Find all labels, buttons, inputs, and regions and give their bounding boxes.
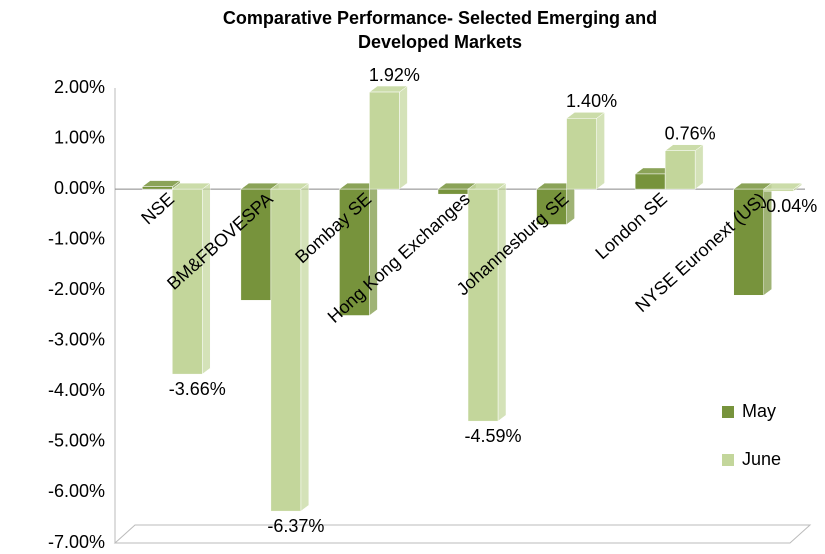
bar [142,186,173,190]
bar [467,188,499,422]
data-label: 1.92% [369,65,420,85]
x-tick-label: London SE [591,189,671,263]
y-tick-label: -2.00% [48,279,105,299]
y-tick-label: -5.00% [48,431,105,451]
bar [763,188,794,192]
y-tick-label: 0.00% [54,178,105,198]
y-tick-label: -7.00% [48,532,105,552]
data-label: -3.66% [169,379,226,399]
data-label: 0.76% [665,123,716,143]
chart-title: Comparative Performance- Selected Emergi… [222,8,658,52]
bar [664,150,696,190]
x-tick-label: NSE [137,189,178,229]
legend-swatch [722,406,734,418]
bar-side [497,182,507,422]
data-label: -4.59% [464,426,521,446]
bar-side [596,111,605,190]
y-tick-label: 1.00% [54,127,105,147]
bar [733,188,764,296]
y-tick-label: 2.00% [54,77,105,97]
legend-label: June [742,449,781,469]
data-label: -6.37% [267,516,324,536]
bar-side [694,144,704,190]
floor [113,524,812,544]
y-tick-label: -6.00% [48,481,105,501]
y-tick-label: -3.00% [48,330,105,350]
bar [634,173,666,190]
bar [240,188,272,301]
bar-side [202,182,211,375]
bar-side [300,182,310,512]
bar [172,188,203,375]
data-label: 1.40% [566,91,617,111]
bar-side [399,85,408,190]
y-tick-label: -1.00% [48,228,105,248]
legend-label: May [742,401,776,421]
data-label: -0.04% [760,196,817,216]
legend-swatch [722,454,734,466]
bar [270,188,302,512]
bar [566,118,597,190]
bar [339,188,370,316]
bar [369,91,400,190]
y-tick-label: -4.00% [48,380,105,400]
bar [536,188,567,225]
